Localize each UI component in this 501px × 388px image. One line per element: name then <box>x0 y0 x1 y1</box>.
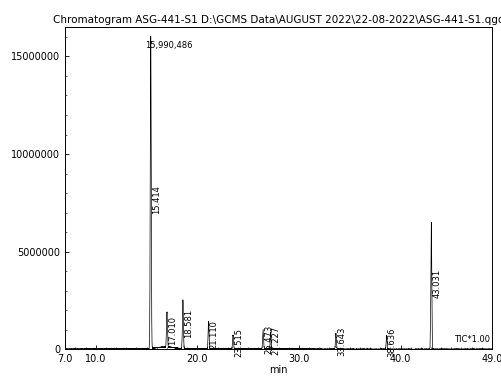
Text: 15,990,486: 15,990,486 <box>144 41 192 50</box>
Text: 15.414: 15.414 <box>152 185 161 214</box>
Text: 17.010: 17.010 <box>168 317 177 345</box>
Text: 38.636: 38.636 <box>387 327 396 357</box>
Text: 23.515: 23.515 <box>233 327 242 357</box>
Text: 27.227: 27.227 <box>271 326 280 355</box>
X-axis label: min: min <box>269 365 287 376</box>
Text: 43.031: 43.031 <box>432 268 441 298</box>
Text: 33.643: 33.643 <box>336 326 345 356</box>
Text: TIC*1.00: TIC*1.00 <box>453 335 489 344</box>
Title: Chromatogram ASG-441-S1 D:\GCMS Data\AUGUST 2022\22-08-2022\ASG-441-S1.qgd: Chromatogram ASG-441-S1 D:\GCMS Data\AUG… <box>53 15 501 25</box>
Text: 21.110: 21.110 <box>209 320 218 350</box>
Text: 18.581: 18.581 <box>183 309 192 338</box>
Text: 26.473: 26.473 <box>264 324 273 354</box>
